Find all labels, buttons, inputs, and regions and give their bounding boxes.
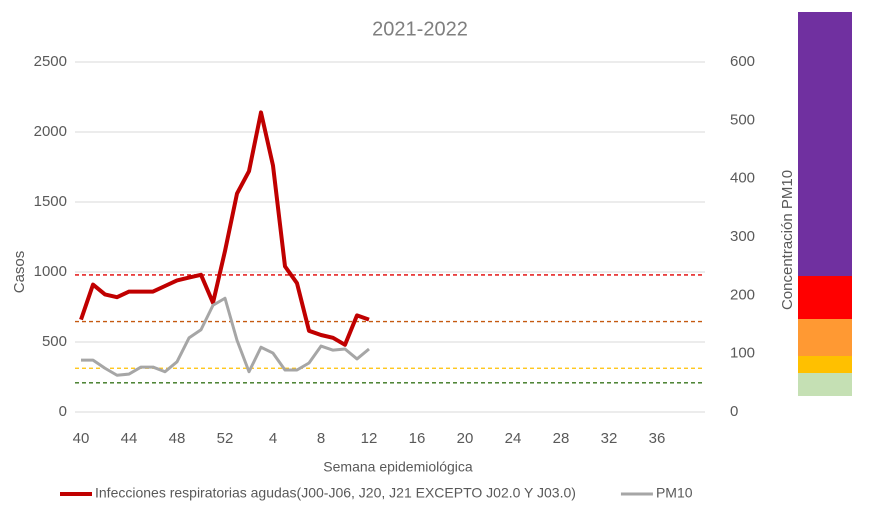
scale-band — [798, 276, 852, 319]
x-tick-label: 20 — [457, 430, 474, 447]
y-tick-label: 2500 — [34, 53, 67, 70]
y-axis-label: Casos — [11, 251, 28, 294]
x-tick-label: 8 — [317, 430, 325, 447]
scale-band — [798, 356, 852, 373]
x-tick-label: 40 — [73, 430, 90, 447]
scale-band — [798, 12, 852, 276]
chart-title: 2021-2022 — [372, 18, 468, 40]
x-tick-label: 48 — [169, 430, 186, 447]
y2-tick-label: 600 — [730, 53, 755, 70]
pm10-scale-bar — [798, 12, 852, 396]
x-tick-label: 4 — [269, 430, 277, 447]
y2-tick-label: 300 — [730, 228, 755, 245]
y-tick-label: 2000 — [34, 123, 67, 140]
legend-label: PM10 — [656, 485, 693, 501]
y-tick-label: 1000 — [34, 263, 67, 280]
y2-tick-label: 100 — [730, 345, 755, 362]
x-tick-label: 32 — [601, 430, 618, 447]
y2-tick-label: 400 — [730, 170, 755, 187]
y-tick-label: 1500 — [34, 193, 67, 210]
data-line — [79, 110, 370, 347]
x-axis-label: Semana epidemiológica — [323, 459, 473, 475]
data-line — [81, 296, 370, 377]
y-tick-label: 0 — [59, 403, 67, 420]
scale-band — [798, 319, 852, 356]
y2-axis-label: Concentración PM10 — [779, 170, 796, 310]
scale-band — [798, 373, 852, 396]
y2-tick-label: 500 — [730, 111, 755, 128]
x-tick-label: 16 — [409, 430, 426, 447]
x-tick-label: 24 — [505, 430, 522, 447]
x-tick-label: 36 — [649, 430, 666, 447]
y2-tick-label: 0 — [730, 403, 738, 420]
y2-tick-label: 200 — [730, 286, 755, 303]
y-tick-label: 500 — [42, 333, 67, 350]
x-tick-label: 28 — [553, 430, 570, 447]
legend-label: Infecciones respiratorias agudas(J00-J06… — [95, 485, 576, 501]
x-tick-label: 44 — [121, 430, 138, 447]
x-tick-label: 12 — [361, 430, 378, 447]
x-tick-label: 52 — [217, 430, 234, 447]
